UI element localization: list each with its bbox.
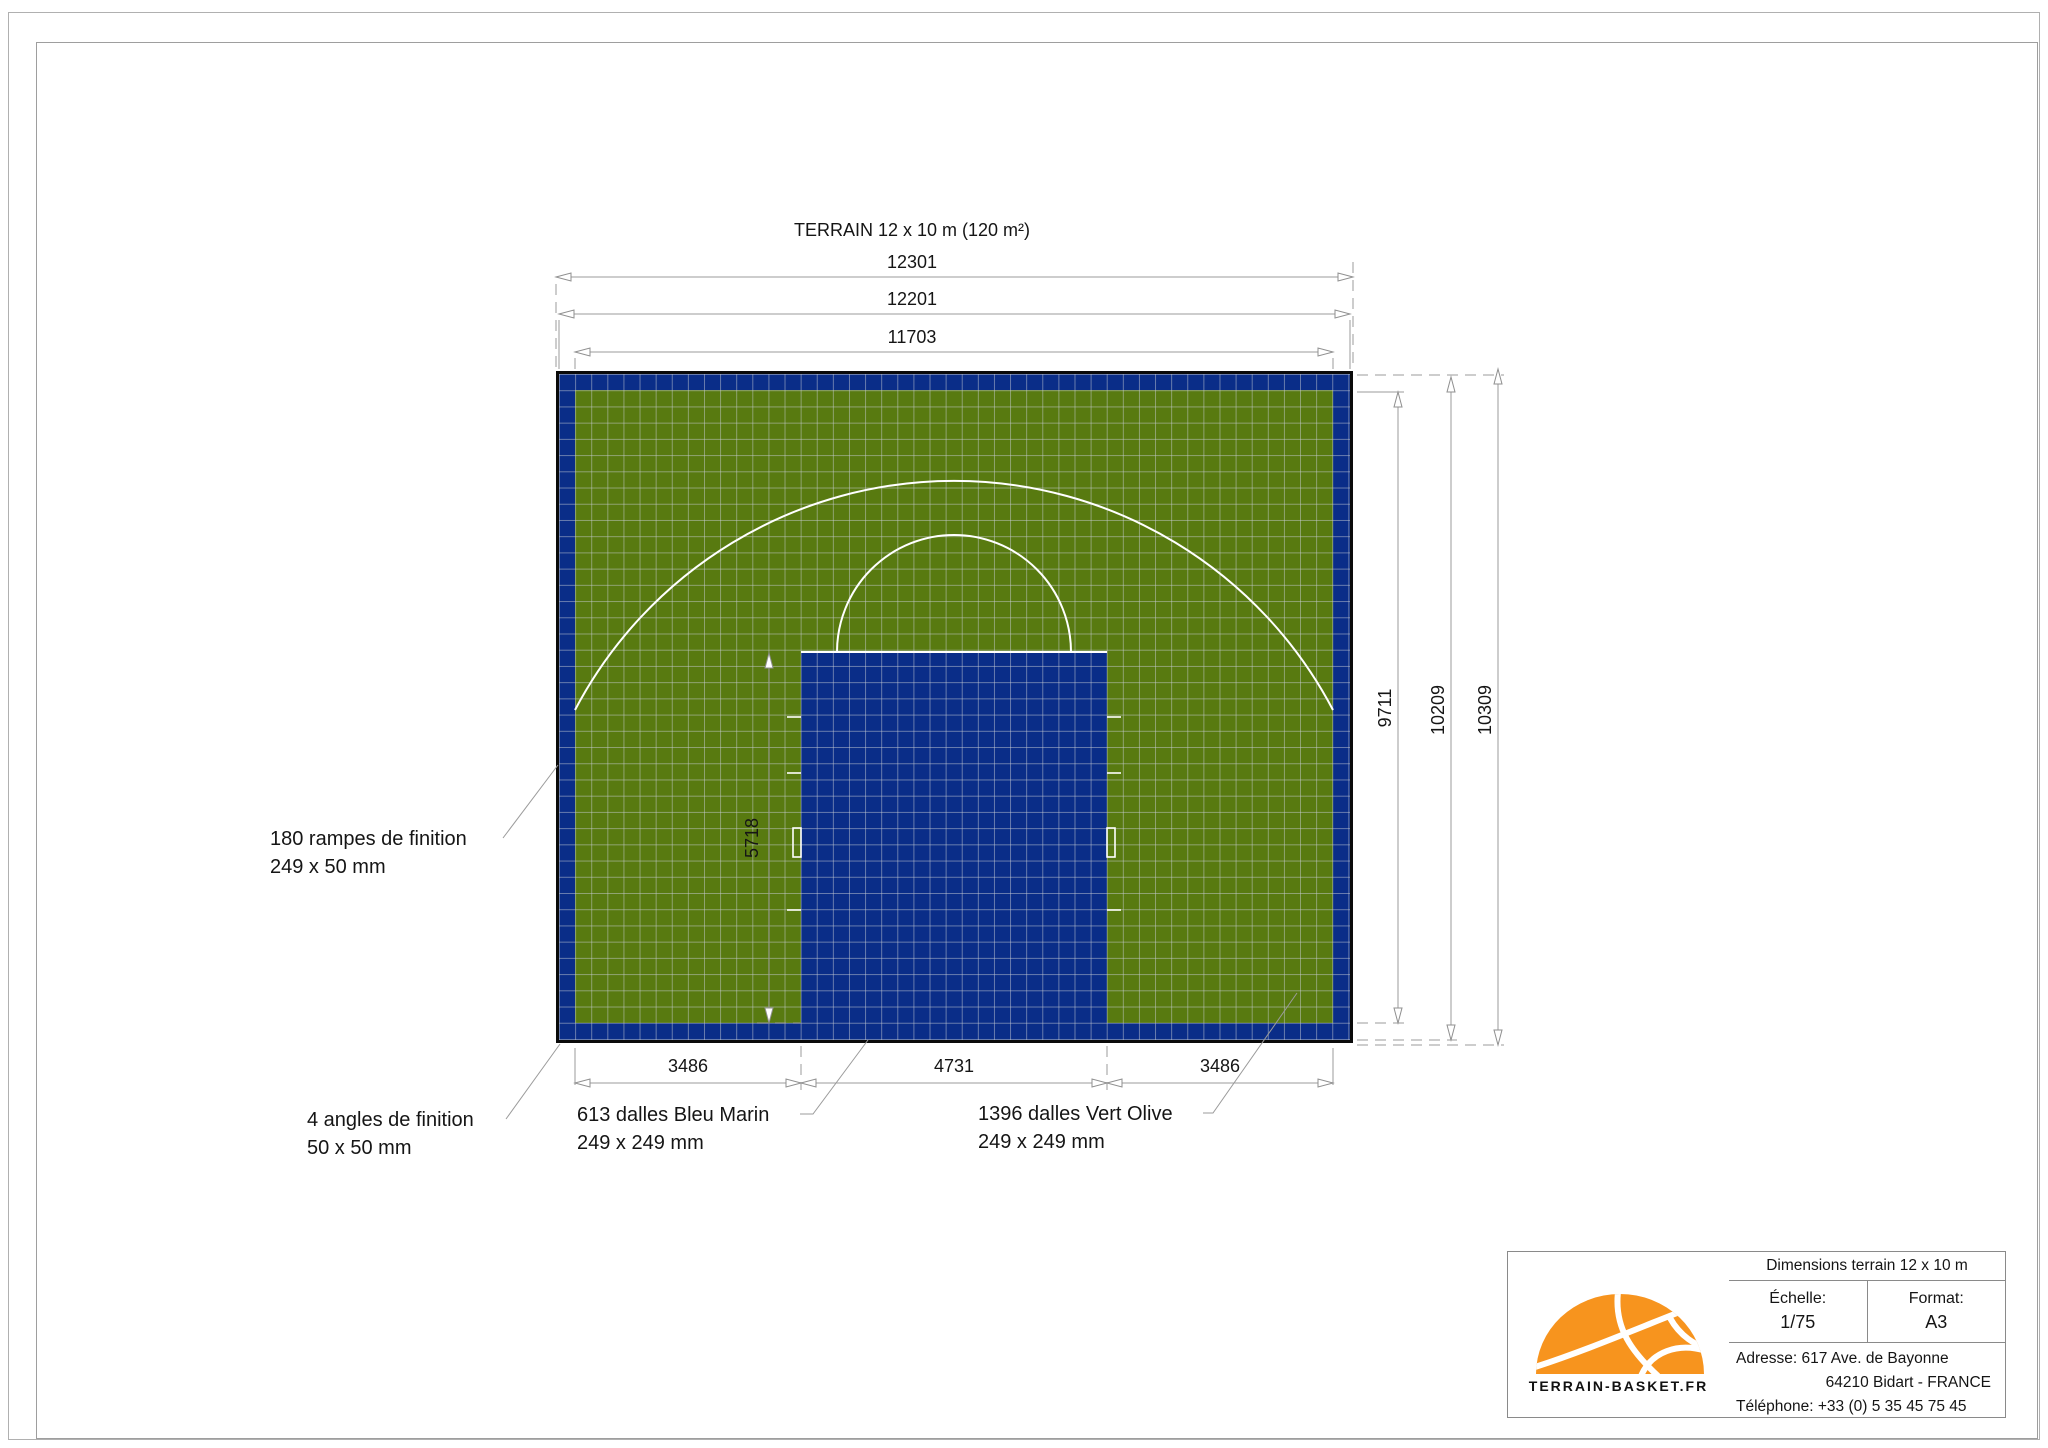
scale-cell: Échelle: 1/75 (1729, 1281, 1868, 1342)
title-block-table: Dimensions terrain 12 x 10 m Échelle: 1/… (1729, 1251, 2006, 1418)
logo-wordmark: TERRAIN-BASKET.FR (1528, 1378, 1709, 1394)
phone-line: Téléphone: +33 (0) 5 35 45 75 45 (1736, 1398, 1967, 1415)
title-block-logo-cell: TERRAIN-BASKET.FR (1507, 1251, 1730, 1418)
address-block: Adresse: 617 Ave. de Bayonne 64210 Bidar… (1729, 1343, 2005, 1419)
address-line2: 64210 Bidart - FRANCE (1825, 1374, 1991, 1391)
format-value: A3 (1925, 1312, 1948, 1332)
page-border-outer (8, 12, 2040, 1440)
scale-value: 1/75 (1780, 1312, 1816, 1332)
tile-grid (559, 374, 1350, 1040)
scale-label: Échelle: (1769, 1290, 1827, 1307)
basketball-logo-icon (1536, 1294, 1704, 1374)
title-block-scale-format-row: Échelle: 1/75 Format: A3 (1729, 1281, 2005, 1343)
format-label: Format: (1908, 1290, 1964, 1307)
title-block-doc-title: Dimensions terrain 12 x 10 m (1729, 1252, 2005, 1281)
page-border-inner (36, 42, 2038, 1439)
address-line1: Adresse: 617 Ave. de Bayonne (1736, 1350, 1949, 1367)
format-cell: Format: A3 (1868, 1281, 2006, 1342)
court-plan (556, 371, 1353, 1043)
